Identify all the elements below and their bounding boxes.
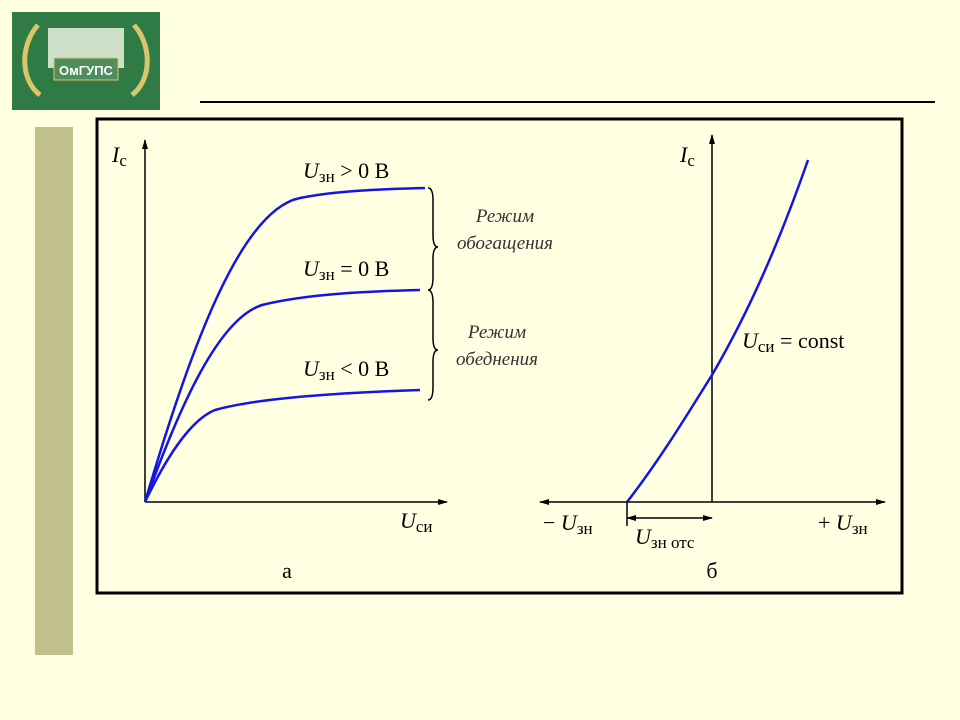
mode-label: Режим — [475, 206, 534, 227]
mode-label: обеднения — [456, 349, 538, 370]
text-part: U — [303, 256, 321, 281]
brace — [427, 187, 439, 401]
caption: б — [706, 558, 717, 583]
text-part: зн — [577, 519, 593, 538]
curve — [626, 159, 810, 503]
logo: ОмГУПС — [12, 12, 160, 110]
curve-label: Uси = const — [742, 328, 844, 356]
text-part: си — [758, 337, 775, 356]
caption: а — [282, 558, 292, 583]
x-axis-label: Uси — [400, 508, 433, 536]
text-part: с — [119, 151, 127, 170]
text-part: + — [818, 510, 836, 535]
text-part: U — [303, 356, 321, 381]
text-part: < 0 В — [335, 356, 390, 381]
curve-label: Uзн > 0 В — [303, 158, 389, 186]
text-part: I — [679, 142, 689, 167]
text-part: U — [561, 510, 579, 535]
figure-frame — [95, 117, 904, 595]
mode-label: Режим — [467, 322, 526, 343]
curve-label: Uзн < 0 В — [303, 356, 389, 384]
panel-b: Iс Uси = const − Uзн + Uзн Uзн отс б — [539, 134, 886, 583]
cutoff-label: Uзн отс — [635, 524, 695, 552]
text-part: U — [303, 158, 321, 183]
text-part: U — [742, 328, 760, 353]
text-part: = const — [775, 328, 845, 353]
text-part: си — [416, 517, 433, 536]
text-part: U — [400, 508, 418, 533]
y-axis-label: Iс — [111, 142, 127, 170]
text-part: = 0 В — [335, 256, 390, 281]
text-part: зн отс — [651, 533, 695, 552]
panel-a: Iс Uси Uзн > 0 В Uзн = 0 В Uзн < 0 В Реж… — [111, 139, 553, 583]
curve-label: Uзн = 0 В — [303, 256, 389, 284]
text-part: зн — [319, 365, 335, 384]
logo-text: ОмГУПС — [59, 63, 114, 78]
text-part: U — [836, 510, 854, 535]
mode-label: обогащения — [457, 233, 553, 254]
x-negative-label: − Uзн — [543, 510, 593, 538]
text-part: зн — [319, 265, 335, 284]
text-part: с — [687, 151, 695, 170]
text-part: − — [543, 510, 561, 535]
curve — [143, 288, 421, 503]
text-part: > 0 В — [335, 158, 390, 183]
side-bar — [35, 127, 73, 655]
curve — [143, 186, 426, 503]
x-positive-label: + Uзн — [818, 510, 868, 538]
curve — [143, 388, 421, 503]
text-part: I — [111, 142, 121, 167]
y-axis-label: Iс — [679, 142, 695, 170]
text-part: зн — [319, 167, 335, 186]
text-part: U — [635, 524, 653, 549]
text-part: зн — [852, 519, 868, 538]
